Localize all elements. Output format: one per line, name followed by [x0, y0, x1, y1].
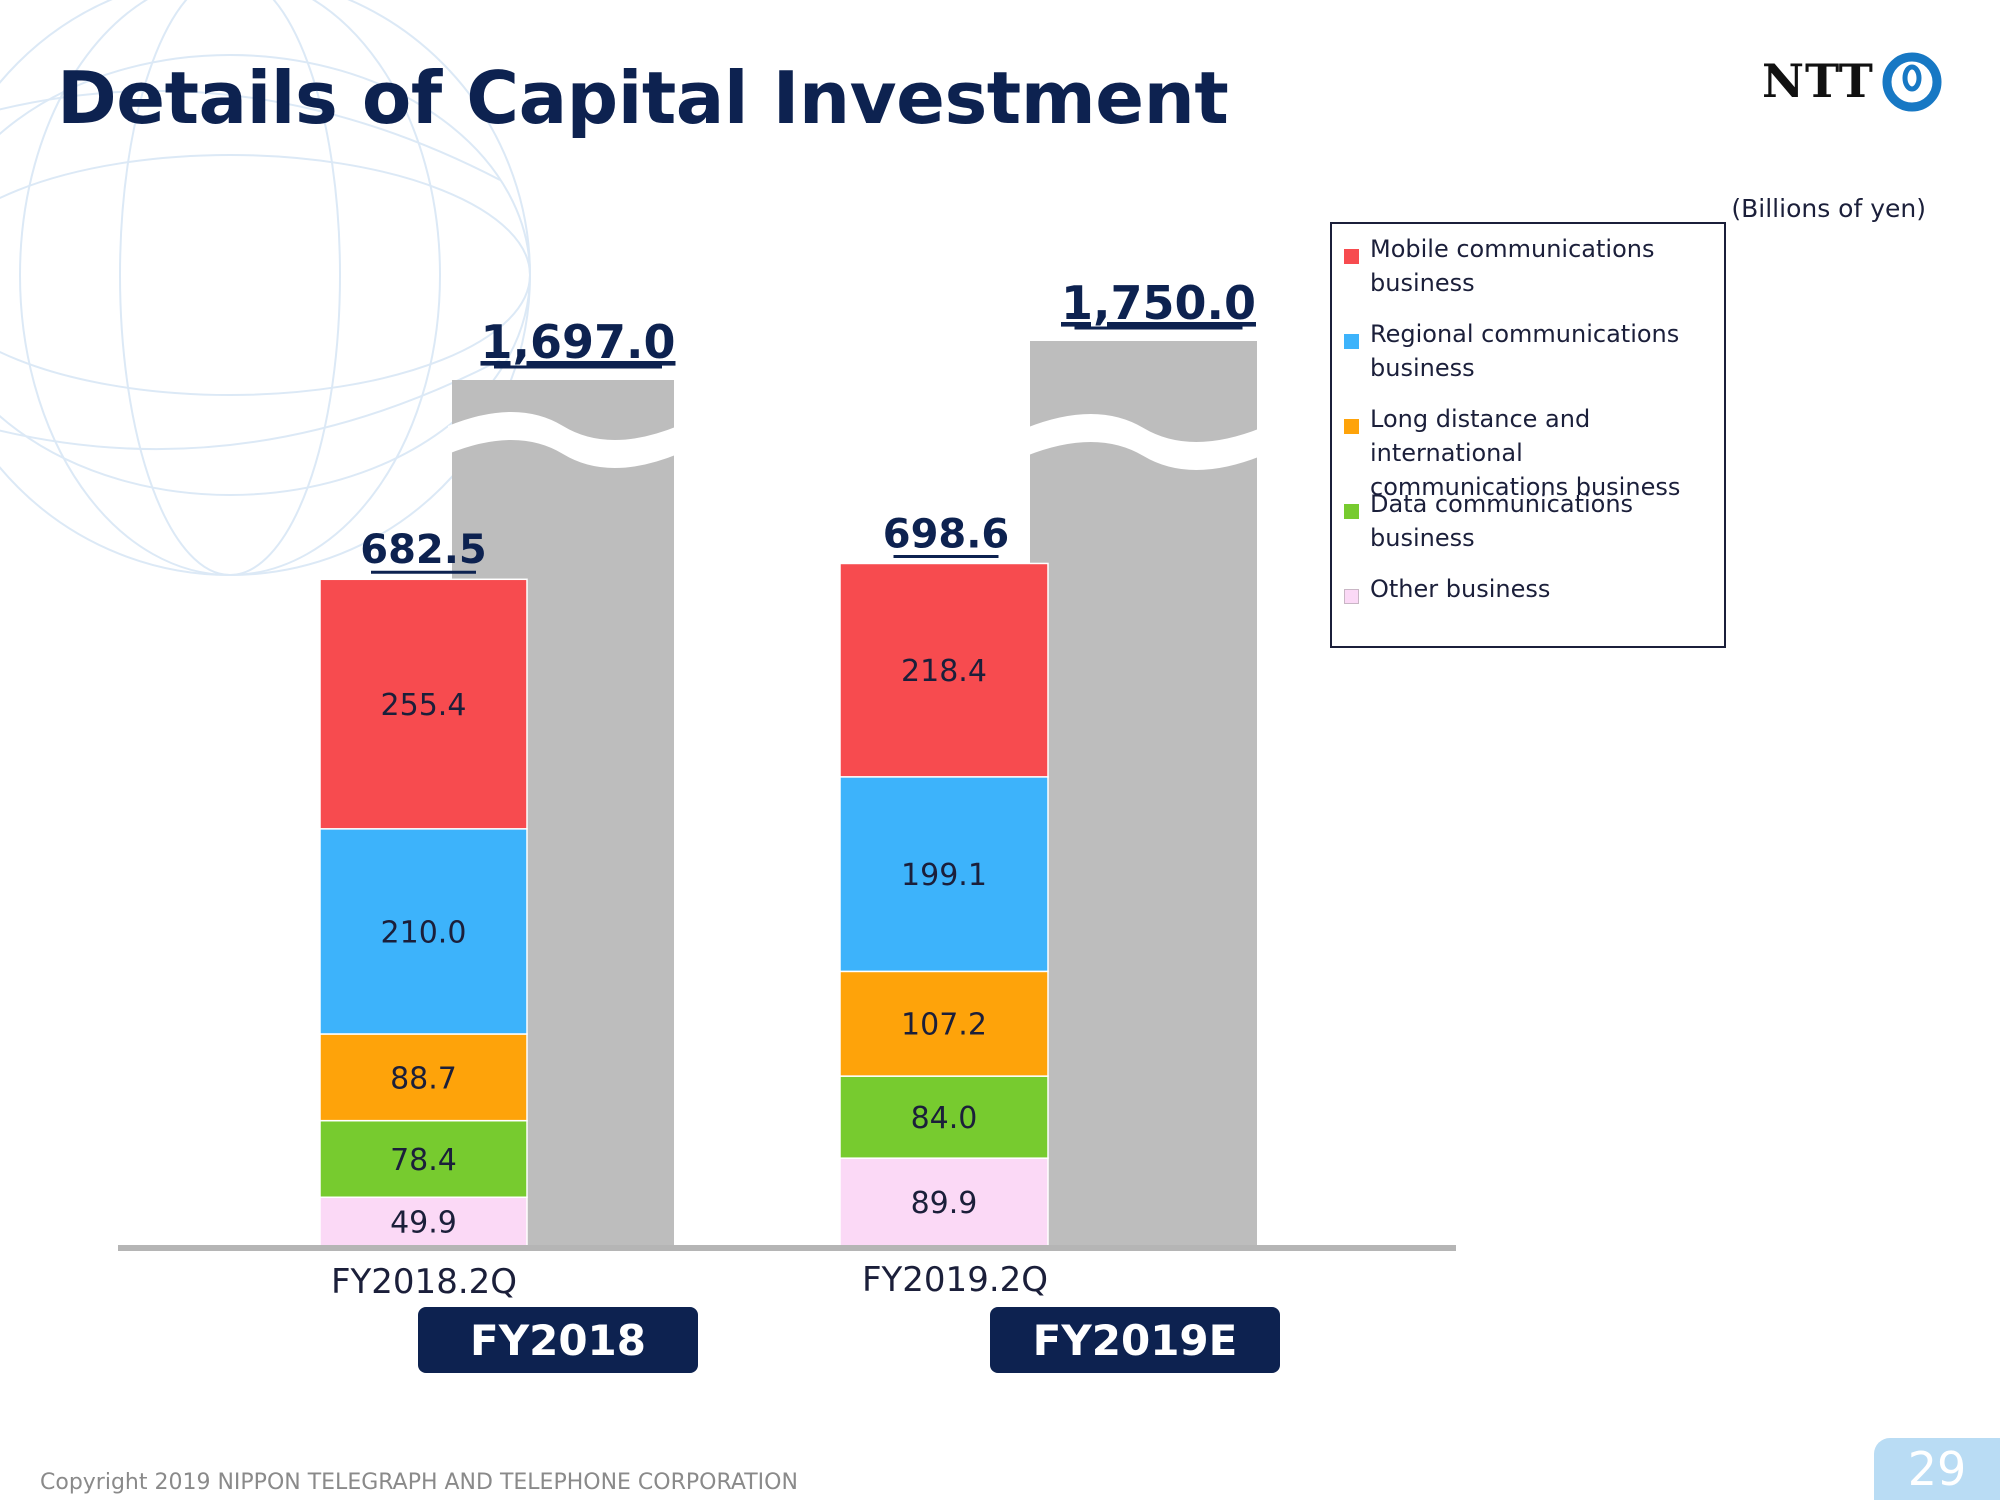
- bar-segment-regional-communications-business: [839, 776, 1049, 973]
- axis-break-wave: [1026, 414, 1261, 470]
- legend-label: Long distance and international communic…: [1370, 405, 1681, 501]
- axis-break-wave: [448, 412, 678, 468]
- bar-segment-regional-communications-business: [319, 828, 528, 1035]
- half-year-total-label: 698.6: [883, 511, 1010, 557]
- globe-arc: [0, 89, 501, 181]
- category-label-fy2019-2q: FY2019.2Q: [861, 1260, 1049, 1300]
- capital-investment-chart: 1,697.0 1,750.0 49.9 78.4 88.7 210.0 255.4 682.…: [118, 276, 1456, 1251]
- ntt-logo-mark-icon: [1882, 52, 1942, 112]
- segment-value-label: 89.9: [911, 1186, 978, 1221]
- legend-label: Mobile communications business: [1370, 235, 1655, 297]
- segment-value-label: 49.9: [390, 1206, 457, 1241]
- chart-legend: Mobile communications business Regional …: [1330, 222, 1726, 648]
- segment-value-label: 84.0: [911, 1101, 978, 1136]
- legend-swatch-data: [1344, 504, 1359, 519]
- legend-label: Regional communications business: [1370, 320, 1680, 382]
- bar-segment-other-business: [839, 1157, 1049, 1247]
- legend-swatch-other: [1344, 589, 1359, 604]
- bar-segment-long-distance-and-international-communications-business: [839, 970, 1049, 1077]
- unit-label: (Billions of yen): [1731, 194, 1926, 223]
- legend-label: Other business: [1370, 575, 1551, 603]
- full-year-bar-fy2019e: [1030, 341, 1257, 1246]
- legend-swatch-mobile: [1344, 249, 1359, 264]
- page-number: 29: [1874, 1438, 2000, 1500]
- fy2018-badge: FY2018: [418, 1307, 698, 1373]
- ntt-logo: NTT: [1762, 50, 1947, 120]
- logo-text: NTT: [1762, 54, 1874, 108]
- segment-value-label: 107.2: [901, 1008, 987, 1043]
- bar-segment-mobile-communications-business: [319, 578, 528, 830]
- segment-value-label: 78.4: [390, 1143, 457, 1178]
- globe-arc: [0, 359, 501, 451]
- segment-value-label: 255.4: [381, 688, 467, 723]
- copyright-footer: Copyright 2019 NIPPON TELEGRAPH AND TELE…: [40, 1470, 798, 1495]
- full-year-total-label: 1,750.0: [1061, 276, 1256, 330]
- globe-background: [0, 0, 531, 576]
- segment-value-label: 218.4: [901, 654, 987, 689]
- half-year-total-label: 682.5: [360, 527, 487, 573]
- category-label-fy2018-2q: FY2018.2Q: [330, 1262, 518, 1302]
- segment-value-label: 199.1: [901, 858, 987, 893]
- segment-value-label: 210.0: [381, 915, 467, 950]
- full-year-total-label: 1,697.0: [481, 315, 676, 369]
- globe-parallel: [0, 54, 531, 496]
- page-title: Details of Capital Investment: [57, 56, 1229, 140]
- bar-segment-mobile-communications-business: [839, 562, 1049, 778]
- legend-label: Data communications business: [1370, 490, 1634, 552]
- globe-meridian: [19, 0, 441, 576]
- bar-segment-data-communications-business: [319, 1119, 528, 1198]
- legend-swatch-regional: [1344, 334, 1359, 349]
- bar-segment-long-distance-and-international-communications-business: [319, 1033, 528, 1122]
- segment-value-label: 88.7: [390, 1061, 457, 1096]
- legend-swatch-long-distance: [1344, 419, 1359, 434]
- fy2019e-badge: FY2019E: [990, 1307, 1280, 1373]
